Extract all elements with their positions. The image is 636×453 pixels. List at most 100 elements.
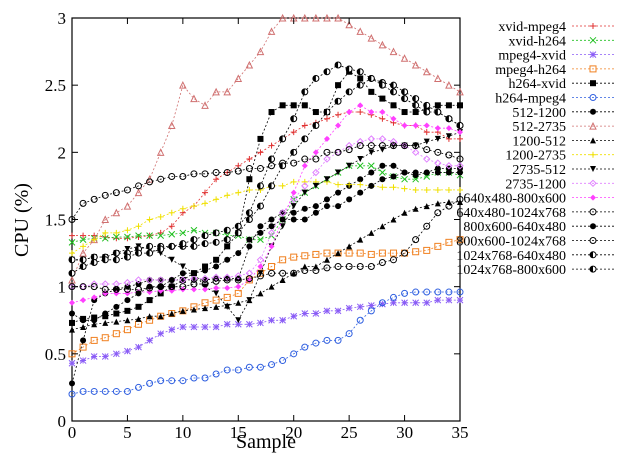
data-point [312, 149, 319, 156]
data-point [79, 387, 87, 395]
data-point [68, 359, 76, 367]
legend-marker [589, 94, 597, 101]
data-point [345, 65, 353, 73]
data-point [389, 47, 398, 56]
legend-label: xvid-h264 [508, 34, 566, 49]
data-point [368, 229, 375, 236]
data-point [146, 178, 154, 186]
data-point [434, 242, 442, 250]
data-point [434, 209, 442, 217]
data-point [112, 285, 120, 293]
data-point [168, 256, 175, 263]
data-point [390, 216, 397, 223]
data-point [101, 256, 109, 264]
data-point [301, 216, 308, 223]
data-point [267, 27, 276, 35]
data-point [157, 213, 164, 220]
data-point [334, 336, 342, 344]
data-point [390, 142, 397, 149]
data-point [146, 249, 154, 257]
data-point [201, 274, 209, 283]
data-point [179, 270, 186, 277]
series-800x600-1024x768 [68, 142, 464, 223]
data-point [445, 81, 453, 89]
data-point [434, 102, 441, 109]
data-point [356, 27, 365, 35]
legend-label: 800x600-640x480 [463, 220, 566, 235]
y-tick-label: 3 [58, 9, 67, 28]
legend-marker [590, 151, 596, 158]
data-point [345, 249, 353, 257]
data-point [334, 13, 342, 22]
data-point [190, 286, 197, 293]
data-point [401, 209, 408, 216]
data-point [345, 263, 353, 271]
data-point [79, 357, 87, 364]
data-point [123, 387, 131, 395]
data-point [423, 299, 431, 307]
data-point [101, 353, 109, 360]
data-point [256, 363, 264, 371]
data-point [68, 269, 76, 277]
data-point [400, 54, 409, 62]
data-point [123, 285, 131, 293]
legend-entry: 640x480-1024x768 [456, 206, 614, 221]
data-point [301, 205, 308, 212]
data-point [201, 323, 209, 331]
data-point [235, 283, 242, 290]
data-point [312, 13, 320, 22]
data-point [356, 81, 364, 89]
data-point [156, 148, 165, 156]
series-line [71, 165, 461, 243]
data-point [79, 343, 87, 351]
data-point [389, 142, 397, 150]
data-point [445, 186, 452, 193]
series-line [71, 165, 460, 384]
data-point [268, 155, 276, 163]
data-point [379, 95, 386, 102]
data-point [312, 250, 320, 258]
y-axis-label: CPU (%) [11, 183, 33, 257]
data-point [423, 288, 431, 296]
data-point [113, 303, 120, 310]
data-point [179, 276, 187, 284]
data-point [378, 258, 386, 266]
data-point [357, 75, 364, 82]
data-point [335, 181, 342, 188]
legend-label: xvid-mpeg4 [498, 20, 566, 35]
data-point [79, 256, 87, 264]
data-point [412, 186, 419, 193]
data-point [234, 276, 242, 284]
data-point [224, 192, 231, 199]
data-point [345, 20, 353, 29]
data-point [323, 196, 330, 203]
data-point [301, 155, 309, 163]
data-point [90, 280, 98, 288]
data-point [235, 299, 242, 306]
data-point [167, 121, 176, 129]
data-point [124, 307, 131, 314]
data-point [101, 387, 109, 395]
data-point [69, 232, 75, 239]
series-line [71, 181, 460, 254]
data-point [390, 173, 397, 180]
data-point [379, 115, 386, 122]
data-point [279, 256, 287, 264]
data-point [268, 162, 276, 170]
data-point [412, 122, 419, 129]
series-mpeg4-xvid [68, 296, 464, 367]
data-point [135, 182, 143, 190]
series-line [71, 145, 461, 220]
data-point [412, 101, 420, 109]
legend-marker [589, 237, 597, 244]
data-point [112, 387, 120, 395]
data-point [290, 102, 297, 109]
data-point [389, 88, 397, 96]
data-point [124, 297, 131, 304]
series-1024x768-800x600 [68, 61, 464, 277]
data-point [445, 102, 452, 109]
data-point [123, 201, 132, 210]
series-line [72, 138, 460, 288]
x-tick-label: 20 [285, 423, 302, 442]
data-point [245, 60, 254, 69]
